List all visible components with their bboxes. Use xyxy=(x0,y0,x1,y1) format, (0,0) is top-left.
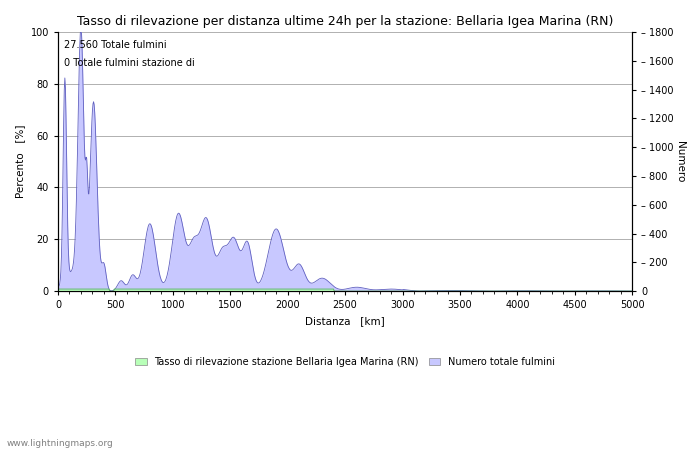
Y-axis label: Percento   [%]: Percento [%] xyxy=(15,125,25,198)
Text: 27.560 Totale fulmini: 27.560 Totale fulmini xyxy=(64,40,167,50)
X-axis label: Distanza   [km]: Distanza [km] xyxy=(305,316,385,326)
Legend: Tasso di rilevazione stazione Bellaria Igea Marina (RN), Numero totale fulmini: Tasso di rilevazione stazione Bellaria I… xyxy=(131,353,559,371)
Text: www.lightningmaps.org: www.lightningmaps.org xyxy=(7,439,113,448)
Y-axis label: Numero: Numero xyxy=(675,141,685,182)
Text: 0 Totale fulmini stazione di: 0 Totale fulmini stazione di xyxy=(64,58,195,68)
Title: Tasso di rilevazione per distanza ultime 24h per la stazione: Bellaria Igea Mari: Tasso di rilevazione per distanza ultime… xyxy=(77,15,613,28)
